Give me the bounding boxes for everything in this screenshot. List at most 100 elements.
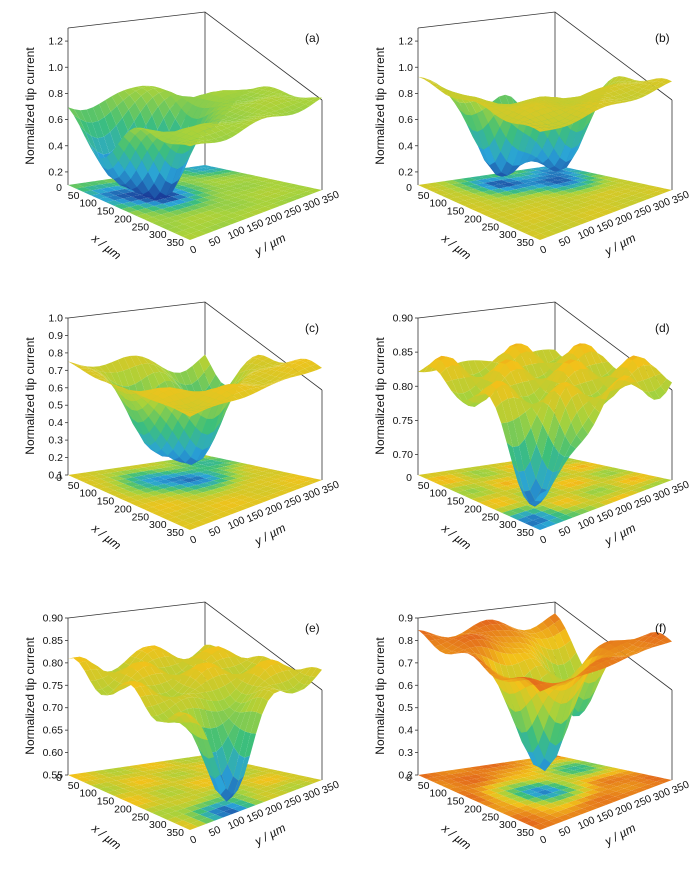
floor-cell	[155, 483, 172, 489]
x-tick-label: 0	[406, 472, 412, 484]
surface-facet	[607, 96, 620, 100]
floor-cell	[596, 469, 613, 474]
surface-facet	[191, 409, 203, 412]
surface-facet	[233, 123, 245, 128]
surface-facet	[577, 681, 589, 700]
floor-cell	[204, 480, 221, 486]
surface	[68, 644, 322, 802]
surface-facet	[182, 693, 195, 696]
surface-facet	[175, 700, 187, 712]
surface-facet	[566, 675, 578, 690]
floor-cell	[512, 760, 529, 764]
floor-cell	[90, 483, 107, 489]
surface-facet	[184, 668, 197, 677]
floor-cell	[298, 191, 314, 197]
floor-cell	[501, 468, 518, 473]
surface-facet	[135, 130, 147, 142]
surface-facet	[596, 352, 609, 363]
surface-facet	[259, 98, 272, 101]
surface-facet	[130, 170, 143, 188]
floor-cell	[192, 464, 209, 469]
floor-cell	[542, 502, 559, 509]
floor-cell	[500, 472, 517, 477]
floor-cell	[574, 464, 591, 469]
floor-cell	[116, 778, 133, 784]
floor-cell	[481, 484, 498, 490]
floor-cell	[510, 217, 527, 224]
surface-facet	[257, 384, 269, 387]
surface-facet	[622, 81, 634, 83]
surface-facet	[573, 679, 585, 709]
surface-facet	[615, 644, 627, 652]
floor-cell	[186, 489, 203, 495]
floor-cell	[165, 777, 182, 782]
surface-facet	[451, 93, 464, 96]
surface-facet	[125, 398, 137, 411]
surface-facet	[188, 658, 200, 667]
surface-facet	[193, 697, 206, 710]
surface-facet	[179, 714, 191, 723]
floor-cell	[207, 508, 224, 515]
surface-facet	[528, 680, 541, 686]
surface-facet	[221, 128, 233, 135]
surface-facet	[537, 704, 550, 731]
surface-facet	[157, 131, 169, 137]
floor-cell	[611, 773, 628, 778]
surface-facet	[574, 96, 586, 100]
surface-facet	[247, 685, 259, 695]
surface-facet	[240, 693, 253, 704]
surface-facet	[502, 636, 515, 643]
floor-cell	[93, 470, 110, 475]
floor-cell	[464, 198, 481, 204]
floor-cell	[600, 789, 616, 795]
floor-cell	[167, 226, 184, 234]
floor-cell	[281, 197, 298, 203]
surface-facet	[136, 85, 149, 88]
surface-facet	[143, 416, 155, 433]
floor-map	[68, 455, 322, 530]
surface-facet	[476, 110, 489, 130]
floor-cell	[604, 471, 620, 476]
surface-facet	[191, 722, 203, 740]
floor-cell	[559, 171, 576, 175]
floor-cell	[110, 467, 127, 472]
floor-cell	[177, 497, 194, 503]
floor-cell	[542, 212, 559, 219]
floor-cell	[208, 213, 225, 219]
y-tick-label: 50	[207, 524, 223, 540]
surface-facet	[229, 656, 241, 667]
surface-facet	[119, 393, 132, 410]
floor-cell	[175, 767, 192, 772]
floor-cell	[93, 180, 110, 185]
surface-facet	[190, 664, 203, 670]
floor-cell	[468, 770, 485, 775]
surface-facet	[211, 119, 224, 124]
surface-facet	[282, 363, 294, 368]
floor-cell	[253, 185, 269, 190]
surface-facet	[207, 404, 219, 419]
floor-cell	[460, 767, 477, 772]
surface-facet	[491, 353, 504, 363]
floor-cell	[266, 483, 283, 489]
surface-facet	[244, 733, 256, 758]
surface-facet	[260, 367, 272, 370]
floor-map	[68, 755, 322, 830]
surface-facet	[207, 414, 220, 435]
surface-facet	[178, 142, 191, 145]
surface-facet	[613, 656, 626, 657]
floor-cell	[600, 199, 616, 205]
surface-facet	[149, 359, 161, 368]
floor-cell	[484, 181, 501, 186]
floor-cell	[626, 776, 642, 781]
floor-cell	[601, 484, 617, 490]
floor-cell	[176, 808, 193, 815]
surface-facet	[429, 359, 441, 369]
surface-facet	[227, 384, 240, 389]
surface-facet	[547, 125, 560, 149]
surface-facet	[584, 99, 596, 102]
surface-facet	[209, 126, 222, 133]
surface-facet	[156, 666, 168, 675]
surface-facet	[202, 739, 214, 759]
surface-facet	[254, 98, 266, 101]
surface-facet	[112, 685, 124, 692]
